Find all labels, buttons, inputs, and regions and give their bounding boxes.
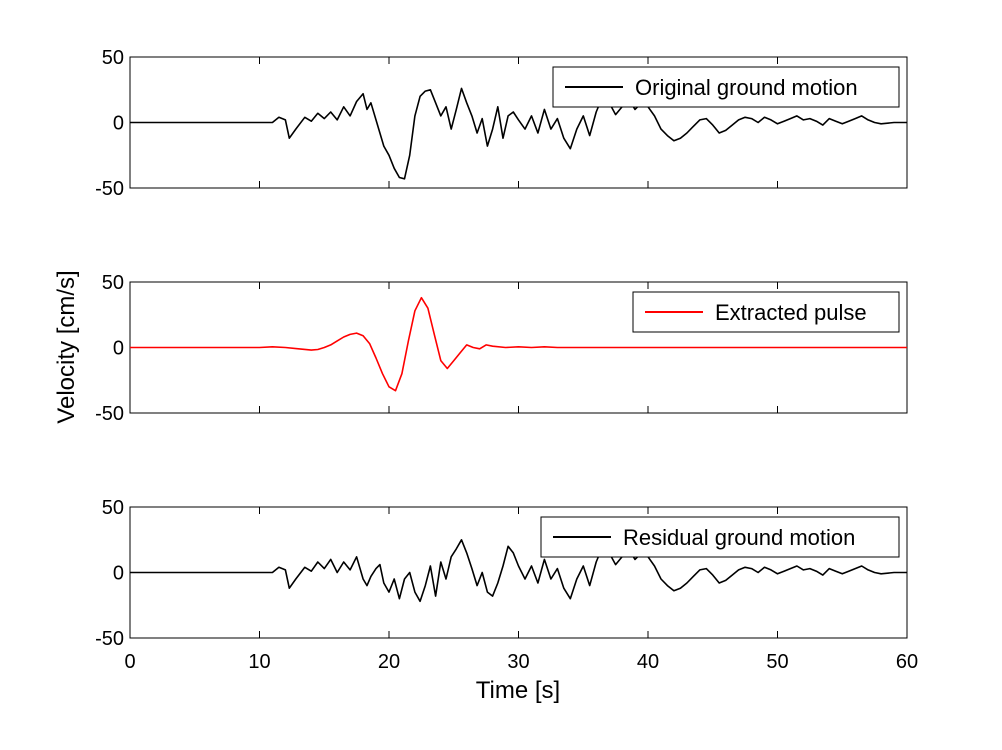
y-tick-label: 50 — [102, 497, 124, 519]
series-line — [130, 539, 907, 603]
series-line — [130, 87, 907, 180]
x-tick-label: 20 — [378, 651, 400, 673]
legend: Extracted pulse — [632, 291, 900, 333]
y-tick-label: 50 — [102, 272, 124, 294]
y-tick-label: 0 — [113, 338, 124, 360]
y-tick-label: -50 — [95, 403, 124, 425]
x-tick-label: 40 — [637, 651, 659, 673]
legend: Residual ground motion — [540, 516, 900, 558]
y-tick-label: -50 — [95, 628, 124, 650]
legend-label: Residual ground motion — [623, 525, 855, 550]
series-line — [130, 296, 907, 392]
x-tick-label: 10 — [248, 651, 270, 673]
panel-1: -50 0 50 Original ground motion — [95, 47, 908, 200]
x-tick-label: 60 — [896, 651, 918, 673]
x-axis-label: Time [s] — [476, 677, 560, 704]
x-tick-label: 50 — [766, 651, 788, 673]
y-tick-label: 0 — [113, 113, 124, 135]
y-axis-label: Velocity [cm/s] — [53, 270, 80, 423]
legend-label: Extracted pulse — [715, 300, 867, 325]
x-tick-label: 30 — [507, 651, 529, 673]
panel-2: -50 0 50 Extracted pulse — [95, 272, 908, 425]
legend: Original ground motion — [552, 66, 900, 108]
y-tick-label: 0 — [113, 563, 124, 585]
legend-label: Original ground motion — [635, 75, 858, 100]
y-tick-label: 50 — [102, 47, 124, 69]
y-tick-label: -50 — [95, 178, 124, 200]
x-tick-label: 0 — [124, 651, 135, 673]
